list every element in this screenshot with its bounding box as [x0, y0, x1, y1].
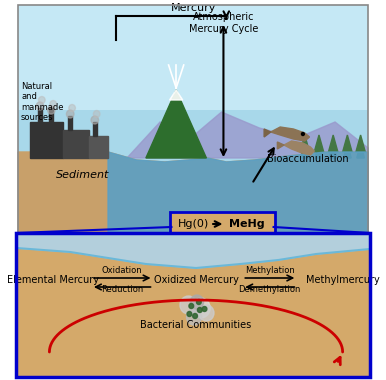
Text: Bioaccumulation: Bioaccumulation	[267, 154, 349, 164]
Bar	[16, 233, 370, 377]
Polygon shape	[108, 152, 368, 245]
Text: MeHg: MeHg	[229, 219, 265, 229]
Circle shape	[180, 296, 197, 314]
Text: Sediment: Sediment	[56, 170, 109, 180]
Text: Bacterial Communities: Bacterial Communities	[141, 320, 252, 330]
Polygon shape	[278, 142, 284, 149]
Polygon shape	[264, 129, 271, 137]
Polygon shape	[207, 152, 368, 245]
Polygon shape	[49, 108, 53, 122]
Polygon shape	[18, 152, 207, 245]
Circle shape	[50, 100, 56, 108]
Circle shape	[36, 102, 44, 110]
Circle shape	[187, 312, 192, 317]
Text: Mercury: Mercury	[171, 3, 216, 13]
Polygon shape	[315, 142, 323, 158]
Polygon shape	[344, 142, 351, 158]
Polygon shape	[63, 130, 89, 158]
Polygon shape	[146, 90, 207, 158]
Polygon shape	[68, 116, 72, 130]
Polygon shape	[343, 135, 352, 152]
Text: Methylation: Methylation	[245, 266, 295, 275]
Circle shape	[190, 295, 203, 309]
Circle shape	[202, 307, 207, 312]
Circle shape	[47, 106, 55, 114]
Polygon shape	[30, 122, 63, 158]
Bar	[18, 5, 368, 245]
Circle shape	[39, 97, 45, 103]
Text: Natural
and
manmade
sources: Natural and manmade sources	[21, 82, 64, 122]
Circle shape	[196, 299, 201, 304]
Polygon shape	[16, 233, 370, 268]
Circle shape	[189, 304, 194, 309]
Text: Reduction: Reduction	[101, 285, 143, 294]
Polygon shape	[301, 142, 308, 158]
Text: Methylmercury: Methylmercury	[306, 275, 379, 285]
Text: Hg(0): Hg(0)	[178, 219, 209, 229]
Bar	[16, 233, 370, 377]
Circle shape	[69, 105, 75, 111]
Circle shape	[199, 305, 214, 321]
Polygon shape	[169, 90, 183, 100]
Text: Demethylation: Demethylation	[239, 285, 301, 294]
Polygon shape	[284, 141, 314, 155]
Circle shape	[186, 309, 202, 325]
Text: Oxidized Mercury: Oxidized Mercury	[154, 275, 239, 285]
Text: Atmospheric
Mercury Cycle: Atmospheric Mercury Cycle	[189, 13, 258, 34]
Polygon shape	[38, 108, 42, 122]
Polygon shape	[357, 142, 364, 158]
Circle shape	[191, 298, 210, 318]
Polygon shape	[314, 135, 324, 152]
Circle shape	[66, 110, 74, 118]
Polygon shape	[271, 127, 310, 141]
Polygon shape	[89, 136, 108, 158]
Circle shape	[93, 111, 100, 117]
Text: Elemental Mercury: Elemental Mercury	[7, 275, 99, 285]
Bar	[18, 5, 368, 245]
Polygon shape	[329, 142, 337, 158]
Circle shape	[91, 116, 98, 124]
Bar	[18, 5, 368, 110]
Circle shape	[301, 133, 304, 136]
Text: Oxidation: Oxidation	[102, 266, 142, 275]
FancyBboxPatch shape	[171, 212, 274, 240]
Polygon shape	[93, 122, 96, 136]
Polygon shape	[356, 135, 365, 152]
Polygon shape	[300, 135, 310, 152]
Circle shape	[193, 314, 197, 318]
Polygon shape	[127, 112, 368, 158]
Circle shape	[197, 307, 202, 312]
Polygon shape	[328, 135, 338, 152]
